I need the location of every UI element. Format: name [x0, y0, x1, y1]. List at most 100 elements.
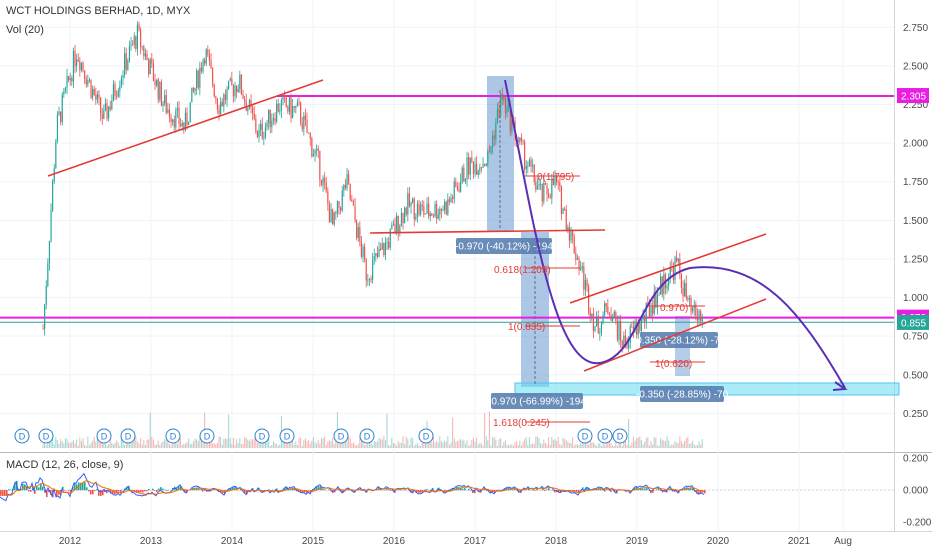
candle-body: [269, 109, 271, 128]
candle-body: [368, 279, 371, 281]
candle-body: [151, 58, 153, 64]
dividend-marker-label: D: [284, 432, 291, 442]
volume-bar: [44, 440, 46, 448]
candle-body: [557, 182, 559, 183]
volume-bar: [621, 445, 623, 448]
macd-hist-bar: [506, 487, 508, 491]
macd-hist-bar: [120, 490, 122, 493]
volume-bar: [192, 441, 194, 448]
volume-bar: [500, 438, 502, 448]
candle-body: [653, 291, 655, 314]
macd-hist-bar: [68, 490, 70, 491]
volume-bar: [117, 442, 119, 448]
volume-bar: [608, 439, 610, 448]
candle-body: [365, 258, 367, 281]
time-axis[interactable]: 2012 2013 2014 2015 2016 2017 2018 2019 2020 2021…: [59, 536, 852, 547]
volume-bar: [396, 445, 398, 448]
candle-body: [184, 112, 187, 130]
price-axis[interactable]: 2.750 2.500 2.250 2.000 1.750 1.500 1.250 1.000…: [903, 23, 932, 529]
candle-body: [372, 260, 374, 280]
volume-bar: [108, 444, 110, 448]
macd-hist-bar: [424, 489, 426, 491]
macd-hist-bar: [538, 489, 540, 491]
macd-hist-bar: [136, 490, 138, 494]
volume-bar: [602, 438, 604, 448]
volume-bar: [389, 445, 391, 448]
candle-body: [364, 246, 366, 259]
volume-bar: [448, 444, 450, 448]
volume-bar: [240, 444, 242, 448]
volume-bar: [71, 441, 73, 448]
candle-body: [528, 159, 531, 167]
candle-body: [346, 173, 348, 188]
volume-bar: [405, 436, 407, 448]
candle-body: [351, 199, 353, 202]
volume-bar: [56, 439, 58, 448]
volume-bar: [151, 436, 153, 448]
volume-bar: [133, 439, 135, 448]
volume-bar: [429, 440, 431, 448]
candle-body: [242, 94, 244, 100]
volume-bar: [613, 445, 615, 448]
volume-bar: [175, 438, 177, 448]
volume-bar: [332, 437, 334, 448]
volume-bar: [42, 443, 44, 448]
volume-bar: [380, 438, 382, 448]
candle-body: [92, 88, 94, 98]
dividend-icon: [254, 428, 270, 444]
candle-body: [207, 49, 209, 55]
candle-body: [357, 227, 359, 239]
volume-bar: [255, 437, 257, 448]
macd-hist-bar: [160, 487, 162, 491]
macd-hist-bar: [94, 490, 96, 491]
candle-body: [311, 138, 313, 157]
macd-hist-bar: [278, 490, 280, 492]
candle-body: [360, 241, 363, 257]
macd-hist-bar: [396, 489, 398, 491]
volume-bar: [319, 443, 321, 448]
volume-bar: [591, 442, 593, 448]
macd-hist-bar: [14, 482, 16, 491]
x-tick-label: 2016: [383, 536, 406, 547]
candle-body: [500, 93, 502, 116]
volume-bar: [324, 436, 326, 448]
volume-bar: [447, 436, 449, 448]
candle-body: [48, 241, 51, 264]
candle-body: [295, 106, 297, 108]
volume-bar: [316, 443, 318, 448]
volume-bar: [562, 437, 564, 448]
volume-bar: [581, 441, 583, 448]
macd-hist-bar: [74, 482, 76, 491]
volume-bar: [90, 442, 92, 448]
candle-body: [680, 274, 683, 288]
x-tick-label: 2020: [707, 536, 730, 547]
candle-body: [176, 107, 179, 111]
volume-bar: [612, 445, 614, 448]
macd-hist-bar: [388, 489, 390, 491]
candle-body: [469, 157, 471, 175]
macd-hist-bar: [176, 487, 178, 491]
macd-hist-bar: [456, 486, 458, 491]
macd-hist-bar: [76, 484, 78, 491]
volume-bar: [636, 438, 638, 448]
macd-hist-bar: [606, 489, 608, 491]
candle-body: [186, 112, 188, 125]
candle-body: [466, 157, 468, 180]
volume-bar: [480, 443, 482, 448]
candle-body: [584, 280, 587, 290]
macd-hist-bar: [264, 490, 266, 491]
candle-body: [370, 279, 372, 281]
volume-bar: [168, 443, 170, 448]
volume-bar: [394, 443, 396, 448]
macd-line: [0, 472, 705, 502]
candle-body: [677, 258, 679, 262]
candle-body: [672, 267, 675, 281]
volume-bar: [120, 438, 122, 448]
volume-bar: [666, 436, 668, 448]
y-tick-label: 0.250: [903, 409, 928, 420]
candle-body: [58, 111, 60, 115]
candle-body: [306, 120, 308, 133]
x-tick-label: 2013: [140, 536, 163, 547]
candle-body: [117, 90, 119, 97]
